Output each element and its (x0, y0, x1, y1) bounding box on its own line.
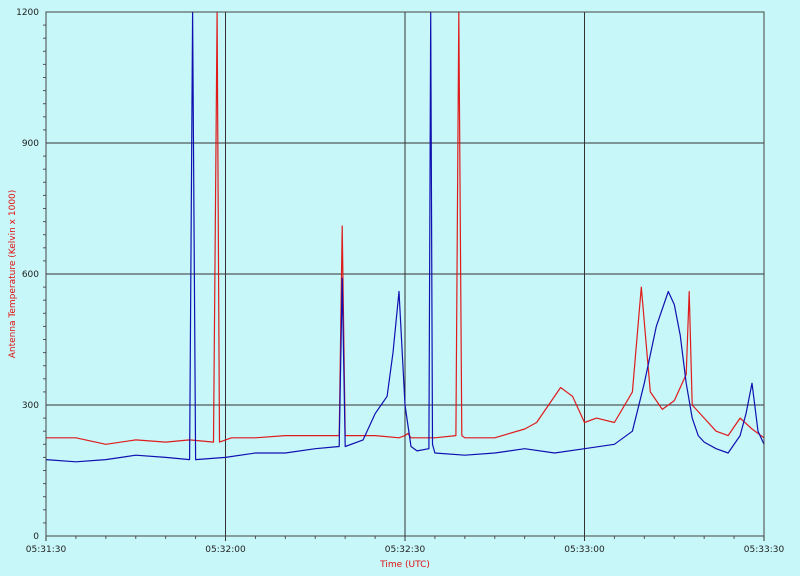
series-line-1 (46, 11, 765, 445)
x-tick-label: 05:32:30 (385, 545, 426, 555)
y-tick-label: 1200 (16, 8, 39, 18)
x-tick-label: 05:33:00 (564, 545, 605, 555)
x-tick-labels: 05:31:30 05:32:00 05:32:30 05:33:00 05:33:30 (26, 545, 785, 555)
y-tick-label: 300 (22, 401, 39, 411)
y-tick-labels: 0 300 600 900 1200 (16, 8, 39, 542)
series-layer (45, 11, 765, 463)
x-tick-label: 05:31:30 (26, 545, 67, 555)
x-tick-label: 05:33:30 (744, 545, 785, 555)
y-tick-label: 600 (22, 270, 39, 280)
y-tick-label: 900 (22, 139, 39, 149)
y-tick-label: 0 (33, 532, 39, 542)
y-axis-title: Antenna Temperature (Kelvin x 1000) (8, 190, 18, 359)
x-axis-title: Time (UTC) (379, 560, 430, 570)
series-line-2 (45, 11, 765, 463)
x-tick-label: 05:32:00 (205, 545, 246, 555)
plot-frame (45, 11, 765, 537)
